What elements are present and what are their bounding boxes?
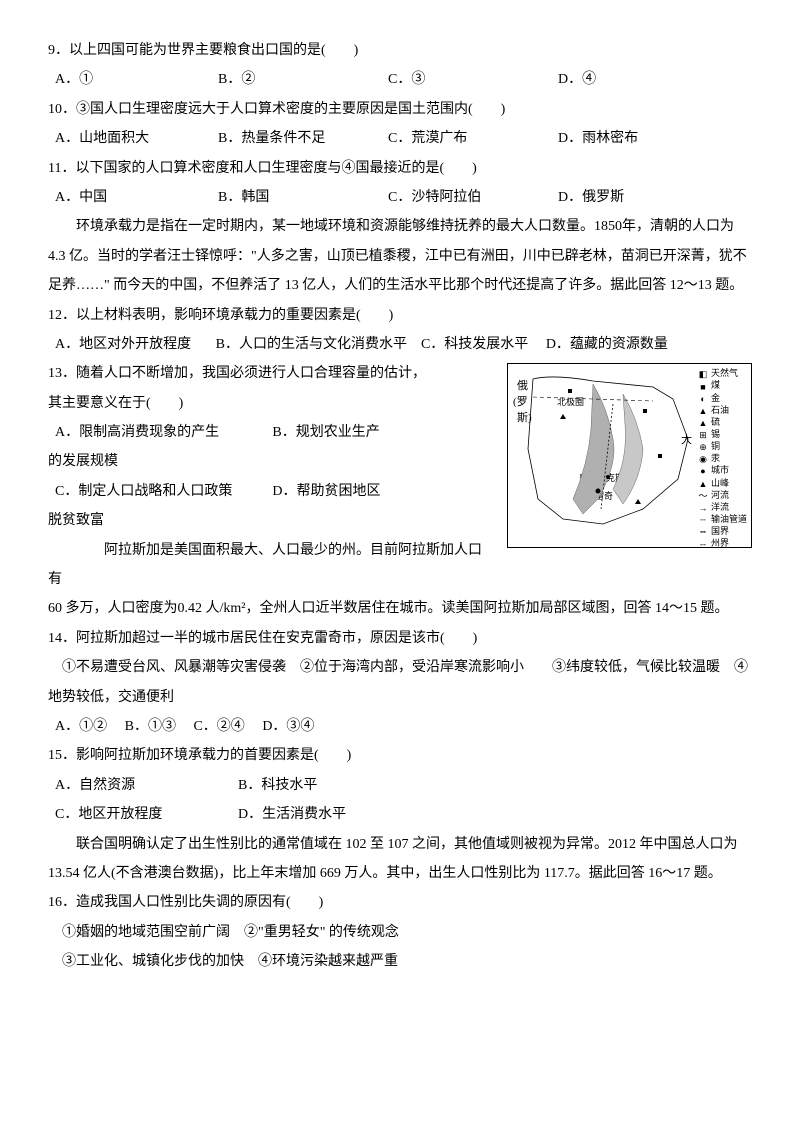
- legend-city: 城市: [711, 464, 729, 476]
- legend-gas: 天然气: [711, 367, 738, 379]
- q14-circles: ①不易遭受台风、风暴潮等灾害侵袭 ②位于海湾内部，受沿岸寒流影响小 ③纬度较低，…: [48, 653, 752, 712]
- legend-sea: 洋流: [711, 501, 729, 513]
- q14-options: A．①② B．①③ C．②④ D．③④: [48, 712, 752, 741]
- legend-oil: 石油: [711, 404, 729, 416]
- legend-sulfur: 硫: [711, 416, 720, 428]
- gold-icon: ◐: [698, 393, 708, 403]
- tin-icon: ⊞: [698, 429, 708, 439]
- q9-options: A．① B．② C．③ D．④: [48, 65, 752, 94]
- legend-gold: 金: [711, 392, 720, 404]
- q11-optC: C．沙特阿拉伯: [388, 183, 558, 212]
- legend-border: 国界: [711, 525, 729, 537]
- q16-circles2: ③工业化、城镇化步伐的加快 ④环境污染越来越严重: [48, 947, 752, 976]
- q10-options: A．山地面积大 B．热量条件不足 C．荒漠广布 D．雨林密布: [48, 124, 752, 153]
- mercury-icon: ◉: [698, 453, 708, 463]
- q11-optB: B．韩国: [218, 183, 388, 212]
- gas-icon: ◧: [698, 368, 708, 378]
- q12-optC: C．科技发展水平: [421, 337, 528, 352]
- q13-optB: B．规划农业生产: [272, 418, 495, 447]
- q15-optB: B．科技水平: [238, 771, 538, 800]
- legend-peak: 山峰: [711, 477, 729, 489]
- q14-optA: A．①②: [55, 719, 107, 734]
- copper-icon: ⊕: [698, 441, 708, 451]
- q15-optA: A．自然资源: [48, 771, 238, 800]
- q12-stem: 12．以上材料表明，影响环境承载力的重要因素是( ): [48, 301, 752, 330]
- q11-optD: D．俄罗斯: [558, 183, 728, 212]
- passage2-p2: 60 多万，人口密度为0.42 人/km²，全州人口近半数居住在城市。读美国阿拉…: [48, 594, 752, 623]
- state-icon: --: [698, 538, 708, 548]
- q12-optA: A．地区对外开放程度: [55, 337, 191, 352]
- q15-optC: C．地区开放程度: [48, 800, 238, 829]
- q10-optA: A．山地面积大: [48, 124, 218, 153]
- sulfur-icon: ▲: [698, 417, 708, 427]
- q12-optB: B．人口的生活与文化消费水平: [216, 337, 407, 352]
- q14-optD: D．③④: [262, 719, 314, 734]
- q16-stem: 16．造成我国人口性别比失调的原因有( ): [48, 888, 752, 917]
- sea-icon: →: [698, 502, 708, 512]
- legend-mercury: 汞: [711, 452, 720, 464]
- legend-coal: 煤: [711, 379, 720, 391]
- pipe-icon: ┄: [698, 514, 708, 524]
- q11-options: A．中国 B．韩国 C．沙特阿拉伯 D．俄罗斯: [48, 183, 752, 212]
- river-icon: ～: [698, 490, 708, 500]
- map-legend: ◧天然气 ■煤 ◐金 ▲石油 ▲硫 ⊞锡 ⊕铜 ◉汞 ●城市 ▲山峰 ～河流 →…: [698, 367, 748, 549]
- border-icon: ┅: [698, 526, 708, 536]
- q16-circles1: ①婚姻的地域范围空前广阔 ②"重男轻女" 的传统观念: [48, 918, 752, 947]
- q13-row2: C．制定人口战略和人口政策 D．帮助贫困地区: [48, 477, 495, 506]
- oil-icon: ▲: [698, 405, 708, 415]
- q10-stem: 10．③国人口生理密度远大于人口算术密度的主要原因是国土范围内( ): [48, 95, 752, 124]
- alaska-map-figure: 俄 (罗 斯) 北极圈 大 费尔班克斯 安克雷奇 ◧: [507, 363, 752, 548]
- legend-state: 州界: [711, 537, 729, 549]
- peak-icon: ▲: [698, 478, 708, 488]
- q15-row1: A．自然资源 B．科技水平: [48, 771, 752, 800]
- q12-options: A．地区对外开放程度 B．人口的生活与文化消费水平 C．科技发展水平 D．蕴藏的资…: [48, 330, 752, 359]
- q14-optC: C．②④: [193, 719, 244, 734]
- q15-stem: 15．影响阿拉斯加环境承载力的首要因素是( ): [48, 741, 752, 770]
- legend-river: 河流: [711, 489, 729, 501]
- q14-optB: B．①③: [125, 719, 176, 734]
- q13-row1: A．限制高消费现象的产生 B．规划农业生产: [48, 418, 495, 447]
- legend-copper: 铜: [711, 440, 720, 452]
- coal-icon: ■: [698, 381, 708, 391]
- q10-optD: D．雨林密布: [558, 124, 728, 153]
- q15-row2: C．地区开放程度 D．生活消费水平: [48, 800, 752, 829]
- passage1: 环境承载力是指在一定时期内，某一地域环境和资源能够维持抚养的最大人口数量。185…: [48, 212, 752, 300]
- q9-optC: C．③: [388, 65, 558, 94]
- legend-pipe: 输油管道: [711, 513, 747, 525]
- passage3: 联合国明确认定了出生性别比的通常值域在 102 至 107 之间，其他值域则被视…: [48, 830, 752, 889]
- city-icon: ●: [698, 465, 708, 475]
- q14-stem: 14．阿拉斯加超过一半的城市居民住在安克雷奇市，原因是该市( ): [48, 624, 752, 653]
- q11-stem: 11．以下国家的人口算术密度和人口生理密度与④国最接近的是( ): [48, 154, 752, 183]
- q15-optD: D．生活消费水平: [238, 800, 538, 829]
- q9-optB: B．②: [218, 65, 388, 94]
- q13-optD: D．帮助贫困地区: [272, 477, 495, 506]
- q9-optA: A．①: [48, 65, 218, 94]
- q12-optD: D．蕴藏的资源数量: [546, 337, 668, 352]
- q9-optD: D．④: [558, 65, 728, 94]
- q13-optC: C．制定人口战略和人口政策: [48, 477, 272, 506]
- q9-stem: 9．以上四国可能为世界主要粮食出口国的是( ): [48, 36, 752, 65]
- q11-optA: A．中国: [48, 183, 218, 212]
- legend-tin: 锡: [711, 428, 720, 440]
- q10-optC: C．荒漠广布: [388, 124, 558, 153]
- q10-optB: B．热量条件不足: [218, 124, 388, 153]
- q13-optA: A．限制高消费现象的产生: [48, 418, 272, 447]
